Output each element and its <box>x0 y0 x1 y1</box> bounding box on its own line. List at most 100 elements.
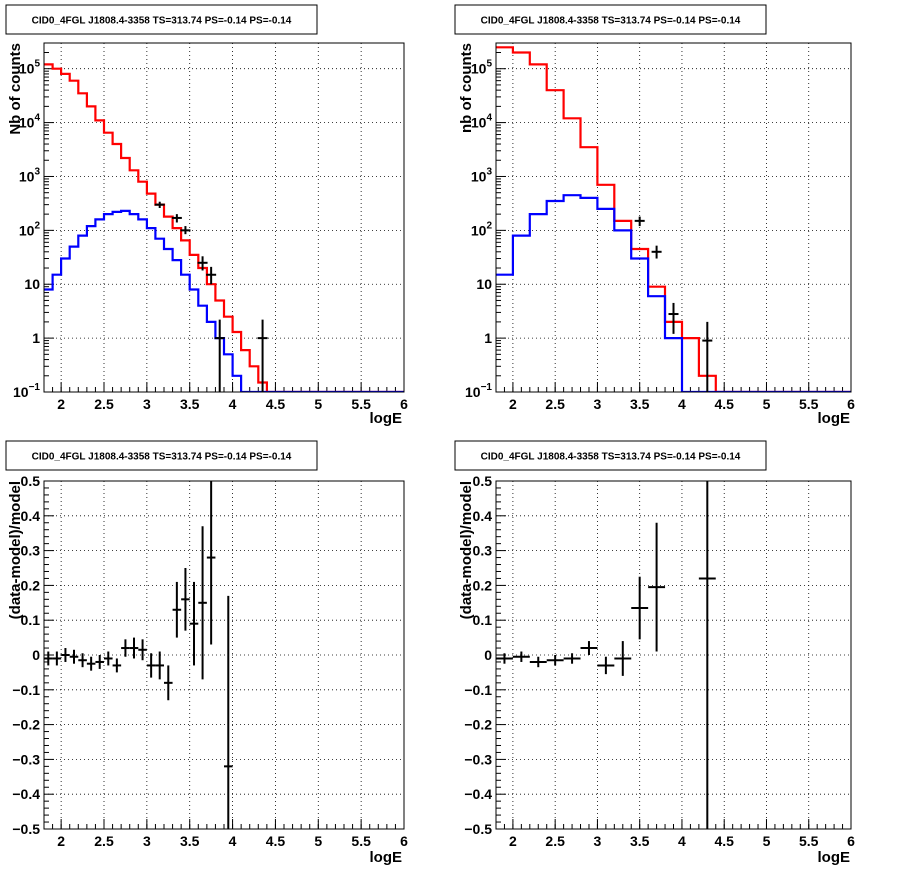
data-point <box>112 658 122 673</box>
data-point <box>634 216 645 227</box>
data-point <box>44 651 53 666</box>
x-tick-label: 2 <box>57 833 65 849</box>
plot-area <box>496 46 851 392</box>
chart-panel-3: CID0_4FGL J1808.4-3358 TS=313.74 PS=-0.1… <box>5 440 408 866</box>
plot-frame <box>43 42 405 393</box>
y-tick-label: 102 <box>19 220 41 238</box>
histogram-series-1 <box>496 46 851 392</box>
data-point <box>138 639 147 661</box>
y-tick-label: 105 <box>19 59 41 77</box>
histogram-series-1 <box>44 63 404 392</box>
y-tick-label: 0.1 <box>473 612 493 628</box>
data-point <box>702 321 713 392</box>
x-tick-label: 5 <box>314 833 322 849</box>
data-point <box>104 651 113 666</box>
y-tick-label: 104 <box>19 113 41 131</box>
y-tick-label: 10−1 <box>13 382 40 400</box>
data-point <box>198 526 207 680</box>
data-point <box>52 651 62 666</box>
data-point <box>563 653 581 664</box>
y-tick-label: 0.5 <box>21 473 41 489</box>
x-tick-label: 3 <box>143 833 151 849</box>
data-point <box>224 595 233 829</box>
data-point <box>698 481 716 829</box>
x-tick-label: 2.5 <box>545 833 565 849</box>
y-tick-label: 104 <box>471 113 493 131</box>
data-point <box>546 655 564 666</box>
chart-panel-2: CID0_4FGL J1808.4-3358 TS=313.74 PS=-0.1… <box>454 4 855 427</box>
x-tick-label: 4 <box>229 396 237 412</box>
data-point <box>214 319 225 392</box>
plot-frame <box>495 42 852 393</box>
x-tick-label: 4.5 <box>266 396 286 412</box>
y-tick-label: −0.5 <box>464 821 492 837</box>
x-tick-label: 5 <box>763 396 771 412</box>
y-tick-label: 1 <box>32 330 40 346</box>
data-point <box>146 653 156 678</box>
x-tick-label: 2.5 <box>94 396 114 412</box>
y-tick-label: −0.3 <box>464 751 492 767</box>
x-tick-label: 5.5 <box>351 396 371 412</box>
data-point <box>614 641 632 676</box>
x-tick-label: 6 <box>400 396 408 412</box>
y-tick-label: 0.1 <box>21 612 41 628</box>
histogram-series-2 <box>44 209 404 392</box>
y-tick-label: −0.1 <box>464 682 492 698</box>
histogram-series-2 <box>496 194 851 392</box>
x-axis-label: logE <box>370 410 403 427</box>
data-point <box>206 481 216 645</box>
plot-frame <box>495 480 852 830</box>
chart-panel-4: CID0_4FGL J1808.4-3358 TS=313.74 PS=-0.1… <box>454 440 855 866</box>
data-point <box>580 641 598 655</box>
x-tick-label: 3.5 <box>180 396 200 412</box>
y-tick-label: −0.4 <box>12 786 40 802</box>
chart-panel-1: CID0_4FGL J1808.4-3358 TS=313.74 PS=-0.1… <box>5 4 408 427</box>
plot-frame <box>43 480 405 830</box>
x-tick-label: 2 <box>509 396 517 412</box>
data-point <box>78 653 87 668</box>
x-tick-label: 5 <box>314 396 322 412</box>
y-axis-label: nb of counts <box>458 43 475 133</box>
y-tick-label: 0.2 <box>21 577 41 593</box>
x-tick-label: 3.5 <box>630 396 650 412</box>
y-tick-label: −0.4 <box>464 786 492 802</box>
x-tick-label: 3 <box>594 833 602 849</box>
chart-title: CID0_4FGL J1808.4-3358 TS=313.74 PS=-0.1… <box>481 452 741 463</box>
y-tick-label: 0.4 <box>473 508 493 524</box>
data-point <box>257 319 268 392</box>
x-tick-label: 6 <box>847 833 855 849</box>
data-point <box>154 201 165 208</box>
x-tick-label: 2 <box>57 396 65 412</box>
y-axis-label: (data-model)/model <box>7 481 24 619</box>
y-tick-label: 105 <box>471 59 493 77</box>
y-tick-label: −0.5 <box>12 821 40 837</box>
x-tick-label: 6 <box>400 833 408 849</box>
data-point <box>172 581 182 638</box>
y-tick-label: 10 <box>24 276 40 292</box>
y-tick-label: −0.1 <box>12 682 40 698</box>
y-tick-label: 10−1 <box>465 382 492 400</box>
x-tick-label: 3.5 <box>180 833 200 849</box>
chart-title-box <box>5 440 318 471</box>
data-point <box>597 656 615 675</box>
x-axis-label: logE <box>818 849 851 866</box>
data-point <box>529 656 547 668</box>
x-tick-label: 4.5 <box>266 833 286 849</box>
y-tick-label: 1 <box>484 330 492 346</box>
chart-title-box <box>5 4 318 35</box>
y-tick-label: −0.2 <box>464 717 492 733</box>
data-point <box>648 522 666 652</box>
x-tick-label: 3 <box>143 396 151 412</box>
x-tick-label: 5.5 <box>799 833 819 849</box>
x-tick-label: 4 <box>678 396 686 412</box>
x-tick-label: 5.5 <box>351 833 371 849</box>
x-tick-label: 4 <box>678 833 686 849</box>
x-tick-label: 3 <box>594 396 602 412</box>
chart-title-box <box>454 4 767 35</box>
data-point <box>668 302 679 334</box>
y-tick-label: 103 <box>19 166 41 184</box>
data-point <box>95 655 104 669</box>
y-tick-label: 0.3 <box>473 543 493 559</box>
y-tick-label: 0.4 <box>21 508 41 524</box>
